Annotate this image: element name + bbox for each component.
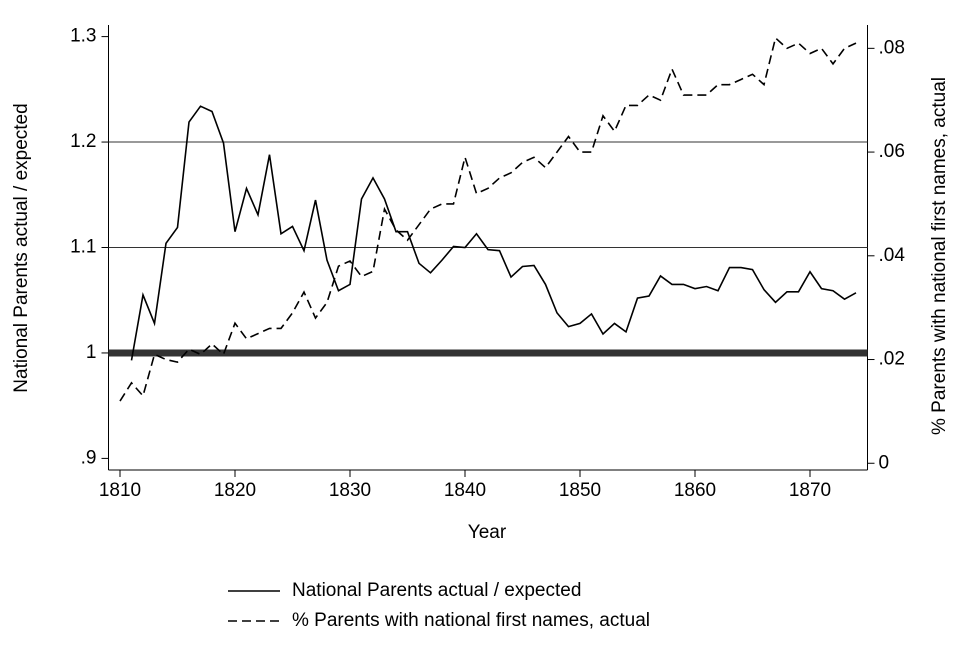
x-tick-label: 1860	[674, 480, 716, 501]
x-tick-label: 1850	[559, 480, 601, 501]
legend-label: % Parents with national first names, act…	[292, 610, 650, 631]
x-tick-label: 1830	[329, 480, 371, 501]
y2-axis-label: % Parents with national first names, act…	[929, 77, 950, 435]
y-tick-label: 1	[86, 342, 97, 363]
legend-label: National Parents actual / expected	[292, 580, 581, 601]
y-tick-label: .9	[81, 447, 97, 468]
x-tick-label: 1820	[214, 480, 256, 501]
y2-tick-label: .02	[879, 349, 905, 370]
y2-tick-label: .08	[879, 37, 905, 58]
y-tick-label: 1.1	[70, 237, 96, 258]
y-tick-label: 1.3	[70, 26, 96, 47]
x-tick-label: 1810	[99, 480, 141, 501]
y2-tick-label: .06	[879, 141, 905, 162]
series-line	[130, 105, 857, 361]
y2-tick-label: .04	[879, 245, 906, 266]
series-line	[119, 36, 857, 402]
y-axis-label: National Parents actual / expected	[11, 103, 32, 392]
y2-tick-label: 0	[879, 452, 890, 473]
x-axis-label: Year	[468, 522, 507, 543]
x-tick-label: 1840	[444, 480, 486, 501]
x-tick-label: 1870	[789, 480, 831, 501]
y-tick-label: 1.2	[70, 131, 96, 152]
